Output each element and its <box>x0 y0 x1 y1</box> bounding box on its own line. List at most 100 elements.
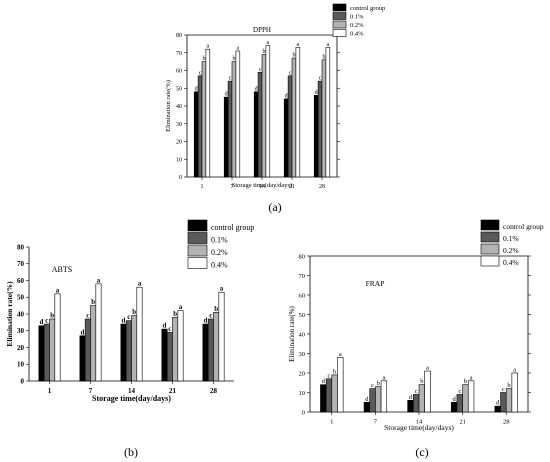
x-tick-label: 7 <box>231 184 234 190</box>
x-tick-label: 21 <box>459 419 466 426</box>
bar-label: c <box>371 382 374 389</box>
bar-label: a <box>220 285 224 293</box>
y-tick-label: 70 <box>299 273 306 280</box>
bar <box>120 323 127 382</box>
bar <box>218 291 225 382</box>
legend-swatch <box>332 20 347 29</box>
bar <box>79 335 86 382</box>
y-tick-label: 0 <box>179 175 182 181</box>
bar-label: c <box>319 76 322 82</box>
bar-label: c <box>328 372 331 379</box>
bar <box>337 357 344 413</box>
bar <box>450 401 458 413</box>
chart-title: FRAP <box>366 279 385 288</box>
bar-label: a <box>426 365 429 372</box>
y-tick-label: 50 <box>17 294 25 302</box>
bar <box>511 372 518 413</box>
legend-label: 0.1% <box>503 234 519 243</box>
bar <box>375 386 382 413</box>
bar <box>207 318 214 382</box>
bar-label: b <box>322 54 325 60</box>
bar <box>161 328 168 382</box>
legend-swatch <box>187 244 208 257</box>
bar <box>193 91 199 178</box>
bar <box>413 394 420 413</box>
bar-label: d <box>122 317 126 325</box>
bar <box>95 283 102 382</box>
bar-label: d <box>452 396 456 403</box>
y-tick-label: 60 <box>17 277 25 285</box>
y-tick-label: 0 <box>21 377 25 385</box>
x-tick-label: 1 <box>48 387 52 395</box>
panel-label: (c) <box>415 445 428 459</box>
legend-swatch <box>480 243 500 255</box>
bar-label: a <box>138 280 142 288</box>
bar <box>321 59 327 178</box>
bar-label: a <box>327 42 330 48</box>
legend-swatch <box>480 255 500 267</box>
bar <box>283 98 289 178</box>
bar <box>43 323 50 382</box>
legend-swatch <box>187 232 208 244</box>
bar-label: d <box>163 322 167 330</box>
bar <box>261 54 267 178</box>
x-tick-label: 28 <box>503 419 510 426</box>
bar-label: d <box>365 396 369 403</box>
bar-label: a <box>56 286 60 294</box>
y-tick-label: 80 <box>176 33 182 39</box>
bar-label: a <box>97 276 101 284</box>
bar-label: b <box>464 378 467 385</box>
x-tick-label: 21 <box>289 184 295 190</box>
bar-label: b <box>173 310 177 318</box>
bar-label: b <box>420 378 423 385</box>
y-tick-label: 40 <box>176 104 182 110</box>
legend-label: 0.4% <box>503 258 519 267</box>
bar <box>223 96 229 178</box>
legend-label: control group <box>350 5 385 12</box>
bar <box>213 312 220 382</box>
legend-label: 0.4% <box>350 31 364 38</box>
x-tick-label: 28 <box>210 387 218 395</box>
bar-label: b <box>507 382 510 389</box>
bar <box>363 401 371 413</box>
x-tick-label: 1 <box>201 184 204 190</box>
x-axis-label: Storage time(day/days) <box>92 394 171 403</box>
bar-label: b <box>292 53 295 59</box>
bar <box>201 61 207 178</box>
bar <box>49 318 56 382</box>
x-axis-label: Storage time(day/days) <box>232 182 292 189</box>
x-tick-label: 14 <box>259 184 265 190</box>
bar <box>257 71 263 178</box>
panel-label: (b) <box>124 445 138 459</box>
bar <box>177 310 184 382</box>
bar <box>505 388 513 413</box>
bar <box>125 320 132 382</box>
bar-label: d <box>81 328 85 336</box>
panel-label: (a) <box>268 200 281 214</box>
bar-label: d <box>315 90 318 96</box>
bar <box>456 394 463 413</box>
bar-label: c <box>209 312 212 320</box>
legend-swatch <box>187 219 208 232</box>
bar-label: d <box>204 317 208 325</box>
y-tick-label: 60 <box>299 292 306 299</box>
bar-label: b <box>377 380 380 387</box>
legend-swatch <box>480 231 500 243</box>
bar-label: c <box>127 313 130 321</box>
legend-label: 0.1% <box>211 236 228 245</box>
bar-label: c <box>458 388 461 395</box>
y-tick-label: 70 <box>17 260 25 268</box>
bar <box>424 370 431 413</box>
bar <box>380 380 388 413</box>
bar-label: c <box>289 70 292 76</box>
bar-label: c <box>415 388 418 395</box>
bar <box>227 80 233 178</box>
legend-label: 0.2% <box>211 248 228 257</box>
y-axis-label: Elimination rate(%) <box>165 80 172 132</box>
y-tick-label: 30 <box>176 122 182 128</box>
y-axis-label: Elimination rate(%) <box>5 281 14 347</box>
x-tick-label: 21 <box>169 387 177 395</box>
